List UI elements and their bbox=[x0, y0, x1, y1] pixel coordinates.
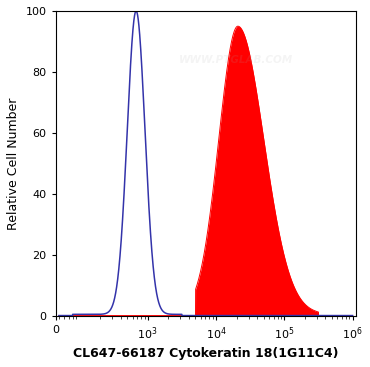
Y-axis label: Relative Cell Number: Relative Cell Number bbox=[7, 97, 20, 230]
X-axis label: CL647-66187 Cytokeratin 18(1G11C4): CL647-66187 Cytokeratin 18(1G11C4) bbox=[73, 347, 339, 360]
Text: WWW.PTGLAB.COM: WWW.PTGLAB.COM bbox=[179, 55, 293, 65]
